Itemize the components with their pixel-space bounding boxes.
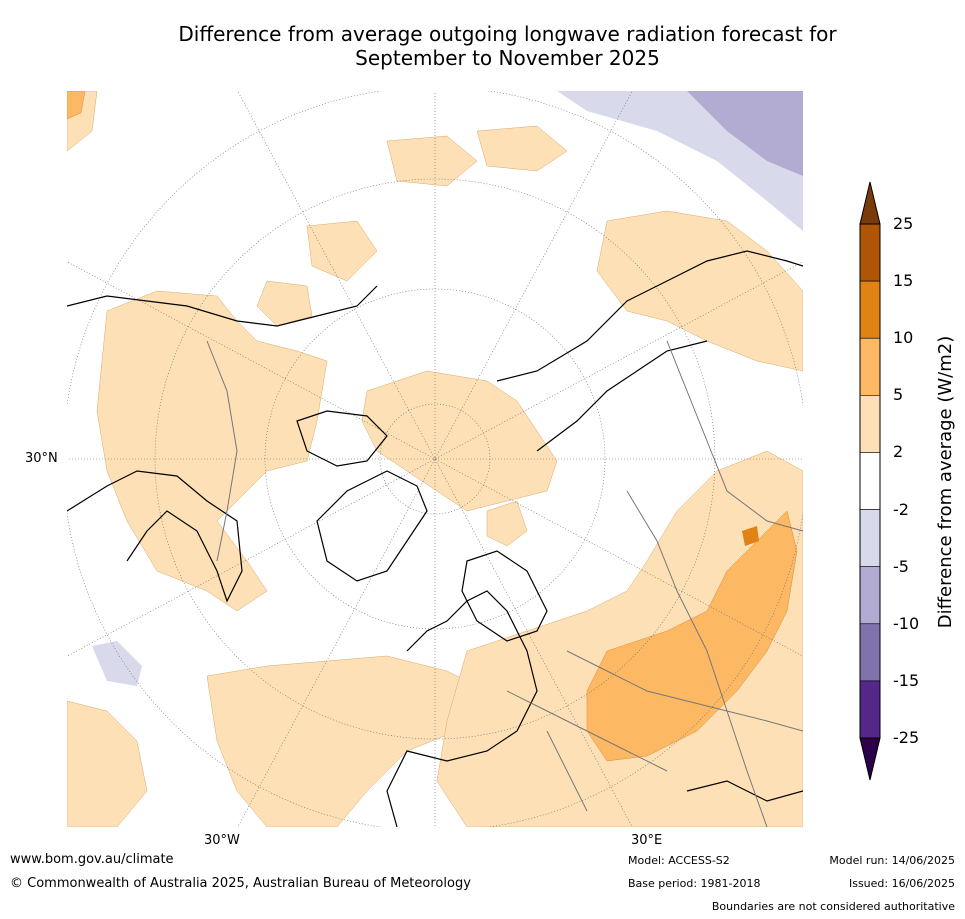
pacific-anomaly-4 bbox=[476, 125, 568, 172]
polar-map bbox=[67, 91, 803, 827]
colorbar-outline bbox=[859, 223, 881, 739]
arctic-islands-coast bbox=[296, 410, 388, 467]
anomaly-5-to-10-regions bbox=[67, 91, 798, 762]
colorbar-segment bbox=[859, 395, 881, 453]
model-run-text: Model run: 14/06/2025 bbox=[829, 854, 955, 867]
map-title: Difference from average outgoing longwav… bbox=[100, 22, 915, 70]
greenland-coast bbox=[316, 470, 428, 582]
colorbar-tick-label: -5 bbox=[893, 556, 909, 576]
lon-label-30e: 30°E bbox=[631, 833, 663, 848]
colorbar-segment bbox=[859, 280, 881, 339]
anomaly-2-to-5-regions bbox=[67, 91, 803, 827]
colorbar-tick-label: 5 bbox=[893, 385, 904, 405]
colorbar-segment bbox=[859, 680, 881, 739]
colorbar-tick-label: -2 bbox=[893, 499, 909, 519]
colorbar-segment bbox=[859, 452, 881, 510]
colorbar-tick-label: 10 bbox=[893, 328, 914, 348]
pacific-anomaly-1 bbox=[67, 700, 148, 827]
issued-text: Issued: 16/06/2025 bbox=[848, 877, 955, 890]
colorbar-tick-label: 2 bbox=[893, 442, 904, 462]
colorbar-segment bbox=[859, 623, 881, 682]
colorbar-segment bbox=[859, 337, 881, 396]
central-asia-anomaly bbox=[586, 510, 798, 762]
bering-anomaly bbox=[256, 280, 313, 327]
colorbar-top-arrow bbox=[859, 181, 881, 225]
colorbar-segment bbox=[859, 223, 881, 282]
pacific-anomaly-2 bbox=[306, 220, 378, 282]
russia-arctic-coast bbox=[536, 340, 708, 452]
model-text: Model: ACCESS-S2 bbox=[628, 854, 730, 867]
scandinavia-anomaly bbox=[486, 500, 528, 547]
colorbar-segment bbox=[859, 566, 881, 625]
base-period-text: Base period: 1981-2018 bbox=[628, 877, 761, 890]
topleft-strong-anomaly bbox=[67, 91, 86, 120]
siberia-anomaly bbox=[596, 210, 803, 372]
siberia-coast bbox=[496, 250, 803, 382]
asia-south-coast bbox=[686, 780, 803, 802]
colorbar-tick-label: -10 bbox=[893, 613, 920, 633]
arctic-pacific-negative-medium bbox=[687, 91, 803, 176]
colorbar-tick-label: -25 bbox=[893, 728, 920, 747]
pole-anomaly bbox=[361, 370, 558, 512]
colorbar-bottom-arrow bbox=[859, 737, 881, 781]
pacific-anomaly-3 bbox=[386, 135, 478, 187]
country-borders bbox=[206, 340, 803, 827]
graticule bbox=[67, 91, 803, 827]
colorbar bbox=[859, 181, 881, 781]
lat-label-30n: 30°N bbox=[25, 451, 58, 466]
website-text: www.bom.gov.au/climate bbox=[10, 852, 174, 867]
colorbar-tick-label: -15 bbox=[893, 670, 920, 690]
colorbar-tick-label: 15 bbox=[893, 271, 914, 291]
north-america-anomaly bbox=[96, 290, 328, 612]
anomaly-10-to-15-region bbox=[742, 526, 759, 546]
europe-asia-anomaly bbox=[436, 450, 803, 827]
anomaly-negative-regions bbox=[92, 91, 803, 686]
lon-label-30w: 30°W bbox=[204, 833, 240, 848]
pacific-negative bbox=[92, 641, 142, 686]
copyright-text: © Commonwealth of Australia 2025, Austra… bbox=[10, 876, 471, 891]
north-america-coast bbox=[67, 285, 378, 603]
scandinavia-coast bbox=[461, 550, 548, 642]
legend-title: Difference from average (W/m2) bbox=[935, 335, 956, 629]
atlantic-anomaly bbox=[206, 655, 488, 827]
colorbar-tick-label: 25 bbox=[893, 214, 914, 233]
colorbar-segment bbox=[859, 509, 881, 567]
map-title-line2: September to November 2025 bbox=[355, 46, 660, 70]
disclaimer-text: Boundaries are not considered authoritat… bbox=[711, 900, 955, 913]
map-title-line1: Difference from average outgoing longwav… bbox=[178, 22, 837, 46]
colorbar-segments bbox=[859, 223, 881, 739]
europe-coast bbox=[386, 590, 538, 827]
coastlines bbox=[67, 250, 803, 827]
